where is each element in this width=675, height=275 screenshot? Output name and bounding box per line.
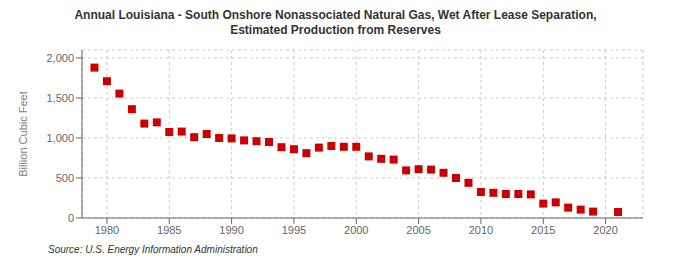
html-text:Estimated Production from Rese: Estimated Production from Reserves (230, 23, 441, 37)
svg-text:1990: 1990 (219, 224, 243, 236)
svg-text:1,000: 1,000 (46, 132, 74, 144)
svg-text:2000: 2000 (344, 224, 368, 236)
svg-text:1995: 1995 (282, 224, 306, 236)
svg-text:Billion Cubic Feet: Billion Cubic Feet (17, 91, 29, 177)
svg-text:1980: 1980 (95, 224, 119, 236)
svg-text:2020: 2020 (593, 224, 617, 236)
html-text:Annual Louisiana - South Onsho: Annual Louisiana - South Onshore Nonasso… (74, 8, 597, 22)
svg-text:1985: 1985 (157, 224, 181, 236)
svg-text:2005: 2005 (406, 224, 430, 236)
svg-text:0: 0 (68, 212, 74, 224)
svg-text:2010: 2010 (469, 224, 493, 236)
svg-text:1,500: 1,500 (46, 92, 74, 104)
svg-text:500: 500 (56, 172, 74, 184)
html-text:Source: U.S. Energy Informatio: Source: U.S. Energy Information Administ… (48, 244, 258, 255)
svg-text:2015: 2015 (531, 224, 555, 236)
svg-text:2,000: 2,000 (46, 52, 74, 64)
